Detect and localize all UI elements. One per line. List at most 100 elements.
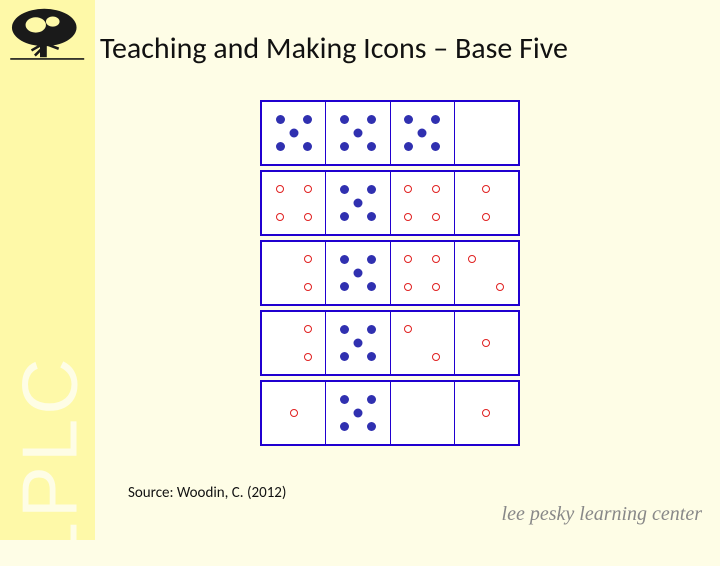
dot <box>367 212 376 221</box>
dot <box>367 115 376 124</box>
diagram-cell <box>326 172 390 234</box>
dot <box>496 283 504 291</box>
dot <box>482 213 490 221</box>
dot <box>289 129 298 138</box>
dot <box>404 142 413 151</box>
diagram-row <box>260 310 520 376</box>
dot <box>304 283 312 291</box>
dot <box>367 352 376 361</box>
dot-group <box>464 111 508 155</box>
diagram-cell <box>262 172 326 234</box>
dot-group <box>336 251 380 295</box>
dot-group <box>464 181 508 225</box>
diagram-cell <box>391 102 455 164</box>
dot <box>482 409 490 417</box>
dot <box>431 115 440 124</box>
diagram-cell <box>262 312 326 374</box>
dot <box>431 142 440 151</box>
dot-group <box>464 251 508 295</box>
dot <box>404 325 412 333</box>
dot <box>303 142 312 151</box>
dot <box>353 129 362 138</box>
dot <box>304 185 312 193</box>
dot <box>304 325 312 333</box>
dot <box>468 255 476 263</box>
dot <box>353 269 362 278</box>
dot-group <box>336 181 380 225</box>
diagram-cell <box>326 242 390 304</box>
diagram-cell <box>262 242 326 304</box>
diagram-cell <box>391 312 455 374</box>
dot <box>432 283 440 291</box>
dot <box>276 185 284 193</box>
dot <box>432 353 440 361</box>
dot-group <box>464 391 508 435</box>
dot-group <box>400 111 444 155</box>
sidebar-acronym: LPLC <box>5 306 96 566</box>
dot <box>276 213 284 221</box>
dot <box>340 212 349 221</box>
diagram-cell <box>326 102 390 164</box>
dot-group <box>272 111 316 155</box>
dot <box>340 255 349 264</box>
dot-group <box>400 391 444 435</box>
dot-group <box>336 111 380 155</box>
dot <box>432 255 440 263</box>
dot <box>304 255 312 263</box>
dot <box>304 213 312 221</box>
dot <box>340 185 349 194</box>
dot-group <box>336 321 380 365</box>
dot <box>340 352 349 361</box>
dot <box>432 213 440 221</box>
dot <box>340 282 349 291</box>
diagram-cell <box>455 102 518 164</box>
diagram-cell <box>391 242 455 304</box>
dot <box>367 422 376 431</box>
dot-group <box>272 391 316 435</box>
diagram-row <box>260 380 520 446</box>
dot-group <box>272 181 316 225</box>
dot-group <box>464 321 508 365</box>
diagram-cell <box>455 172 518 234</box>
dot-group <box>400 251 444 295</box>
dot <box>404 185 412 193</box>
dot <box>276 115 285 124</box>
dot-group <box>400 181 444 225</box>
dot <box>353 409 362 418</box>
sidebar: LPLC <box>0 0 95 540</box>
dot <box>340 142 349 151</box>
dot <box>482 185 490 193</box>
dot <box>482 339 490 347</box>
diagram-cell <box>262 102 326 164</box>
dot <box>432 185 440 193</box>
diagram-row <box>260 100 520 166</box>
dot-group <box>272 251 316 295</box>
diagram-cell <box>326 382 390 444</box>
dot <box>367 142 376 151</box>
dot-group <box>272 321 316 365</box>
dot <box>353 339 362 348</box>
diagram-row <box>260 170 520 236</box>
dot <box>340 115 349 124</box>
dot <box>367 185 376 194</box>
diagram-cell <box>455 382 518 444</box>
diagram-cell <box>391 382 455 444</box>
tree-logo-icon <box>6 6 91 66</box>
page-title: Teaching and Making Icons – Base Five <box>100 30 568 67</box>
dot <box>418 129 427 138</box>
dot <box>404 213 412 221</box>
diagram-cell <box>262 382 326 444</box>
dot <box>303 115 312 124</box>
dot <box>353 199 362 208</box>
dot <box>367 255 376 264</box>
dot <box>340 395 349 404</box>
diagram-cell <box>455 312 518 374</box>
dot <box>290 409 298 417</box>
dot <box>304 353 312 361</box>
dot <box>404 283 412 291</box>
dot <box>404 255 412 263</box>
dot <box>367 395 376 404</box>
dot <box>340 325 349 334</box>
diagram-cell <box>391 172 455 234</box>
footer-script-logo: lee pesky learning center <box>502 503 702 526</box>
